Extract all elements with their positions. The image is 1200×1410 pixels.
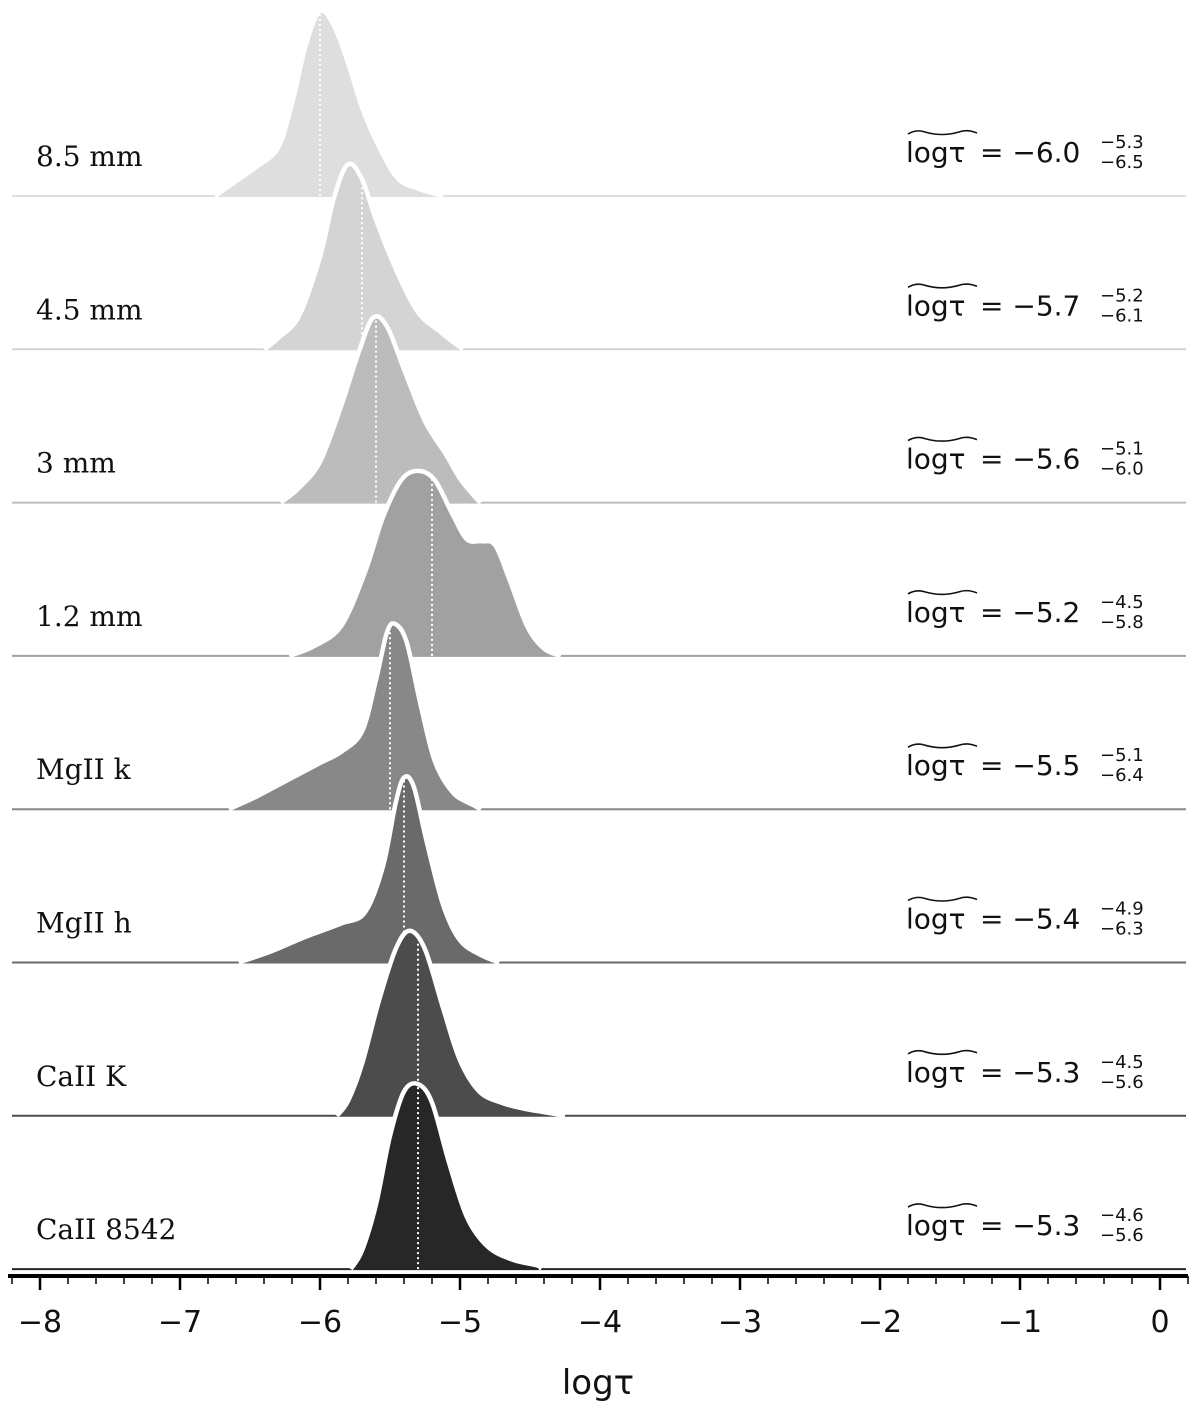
annotation-symbol: logτ <box>906 903 966 936</box>
annotation-upper: −5.3 <box>1100 132 1144 153</box>
annotation-symbol: logτ <box>906 289 966 322</box>
annotation-median: = −5.3 <box>980 1209 1080 1242</box>
median-annotation: logτ = −5.4 −4.9−6.3 <box>906 896 1144 940</box>
row-label: 3 mm <box>36 447 116 480</box>
annotation-lower: −6.3 <box>1100 919 1144 940</box>
annotation-median: = −5.2 <box>980 596 1080 629</box>
ridge-outline <box>238 774 501 965</box>
ridge-outline <box>279 313 483 505</box>
median-annotation: logτ = −5.3 −4.5−5.6 <box>906 1049 1144 1093</box>
annotation-lower: −6.0 <box>1100 459 1144 480</box>
x-tick-label: 0 <box>1150 1305 1169 1340</box>
row-label: CaII 8542 <box>36 1213 176 1246</box>
annotation-median: = −5.5 <box>980 749 1080 782</box>
median-annotation: logτ = −5.7 −5.2−6.1 <box>906 283 1144 326</box>
annotation-median: = −5.7 <box>980 289 1080 322</box>
annotation-median: = −6.0 <box>980 136 1080 169</box>
annotation-lower: −6.4 <box>1100 765 1144 786</box>
ridge-row: 1.2 mm logτ = −5.2 −4.5−5.8 <box>12 468 1186 659</box>
row-label: CaII K <box>36 1060 127 1093</box>
ridge-density <box>238 776 500 963</box>
annotation-symbol: logτ <box>906 443 966 476</box>
annotation-lower: −6.1 <box>1100 305 1144 326</box>
tilde-accent <box>907 589 978 596</box>
median-annotation: logτ = −5.2 −4.5−5.8 <box>906 589 1144 633</box>
ridge-outline <box>335 928 566 1119</box>
annotation-lower: −5.6 <box>1100 1072 1144 1093</box>
annotation-lower: −5.6 <box>1100 1225 1144 1246</box>
row-label: 4.5 mm <box>36 293 143 326</box>
annotation-upper: −4.5 <box>1100 592 1144 613</box>
row-label: 1.2 mm <box>36 600 143 633</box>
x-tick-label: −2 <box>858 1305 902 1340</box>
tilde-accent <box>907 896 978 902</box>
x-axis-label: logτ <box>562 1363 634 1403</box>
ridge-row: MgII h logτ = −5.4 −4.9−6.3 <box>12 774 1186 965</box>
ridge-row: MgII k logτ = −5.5 −5.1−6.4 <box>12 621 1186 812</box>
median-annotation: logτ = −5.6 −5.1−6.0 <box>906 436 1144 480</box>
ridge-density <box>215 10 444 197</box>
annotation-upper: −5.2 <box>1100 285 1144 306</box>
median-annotation: logτ = −6.0 −5.3−6.5 <box>906 129 1144 173</box>
row-label: MgII k <box>36 753 132 786</box>
annotation-median: = −5.6 <box>980 443 1080 476</box>
annotation-upper: −4.6 <box>1100 1205 1144 1226</box>
ridge-density <box>280 316 481 503</box>
ridge-outline <box>228 621 483 812</box>
ridge-row: CaII 8542 logτ = −5.3 −4.6−5.6 <box>12 1081 1186 1271</box>
annotation-lower: −5.8 <box>1100 612 1144 633</box>
annotation-median: = −5.3 <box>980 1056 1080 1089</box>
ridge-row: 4.5 mm logτ = −5.7 −5.2−6.1 <box>12 161 1186 352</box>
tilde-accent <box>907 129 978 136</box>
x-tick-label: −1 <box>998 1305 1042 1340</box>
row-label: 8.5 mm <box>36 140 143 173</box>
row-label: MgII h <box>36 907 132 940</box>
ridge-row: 3 mm logτ = −5.6 −5.1−6.0 <box>12 313 1186 505</box>
ridge-density <box>229 623 481 810</box>
tilde-accent <box>907 436 978 442</box>
tilde-accent <box>907 1049 978 1056</box>
annotation-lower: −6.5 <box>1100 152 1144 173</box>
tilde-accent <box>907 1203 978 1209</box>
x-tick-label: −6 <box>298 1305 342 1340</box>
annotation-upper: −4.5 <box>1100 1052 1144 1073</box>
x-tick-label: −5 <box>438 1305 482 1340</box>
ridge-outline <box>213 8 444 199</box>
ridgeline-rows: 8.5 mm logτ = −6.0 −5.3−6.5 4.5 mm logτ = −5.7… <box>12 8 1186 1271</box>
ridge-density <box>336 930 565 1116</box>
ridge-outline <box>288 468 562 659</box>
ridge-density <box>264 163 463 350</box>
annotation-upper: −4.9 <box>1100 899 1144 920</box>
ridge-density <box>350 1083 542 1270</box>
tilde-accent <box>907 283 978 289</box>
x-axis: logτ −8 −7 −6 −5 −4 −3 −2 −1 0 <box>8 1274 1189 1403</box>
ridge-row: CaII K logτ = −5.3 −4.5−5.6 <box>12 928 1186 1119</box>
ridge-density <box>289 470 561 656</box>
x-tick-label: −4 <box>578 1305 622 1340</box>
annotation-symbol: logτ <box>906 596 966 629</box>
annotation-symbol: logτ <box>906 136 966 169</box>
x-tick-label: −7 <box>158 1305 202 1340</box>
x-tick-label: −8 <box>18 1305 62 1340</box>
ridge-row: 8.5 mm logτ = −6.0 −5.3−6.5 <box>12 8 1186 199</box>
tilde-accent <box>907 743 978 749</box>
annotation-symbol: logτ <box>906 749 966 782</box>
annotation-symbol: logτ <box>906 1056 966 1089</box>
annotation-upper: −5.1 <box>1100 745 1144 766</box>
x-tick-label: −3 <box>718 1305 762 1340</box>
median-annotation: logτ = −5.3 −4.6−5.6 <box>906 1203 1144 1246</box>
annotation-upper: −5.1 <box>1100 439 1144 460</box>
ridge-outline <box>348 1081 544 1271</box>
median-annotation: logτ = −5.5 −5.1−6.4 <box>906 743 1144 786</box>
annotation-median: = −5.4 <box>980 903 1080 936</box>
annotation-symbol: logτ <box>906 1209 966 1242</box>
